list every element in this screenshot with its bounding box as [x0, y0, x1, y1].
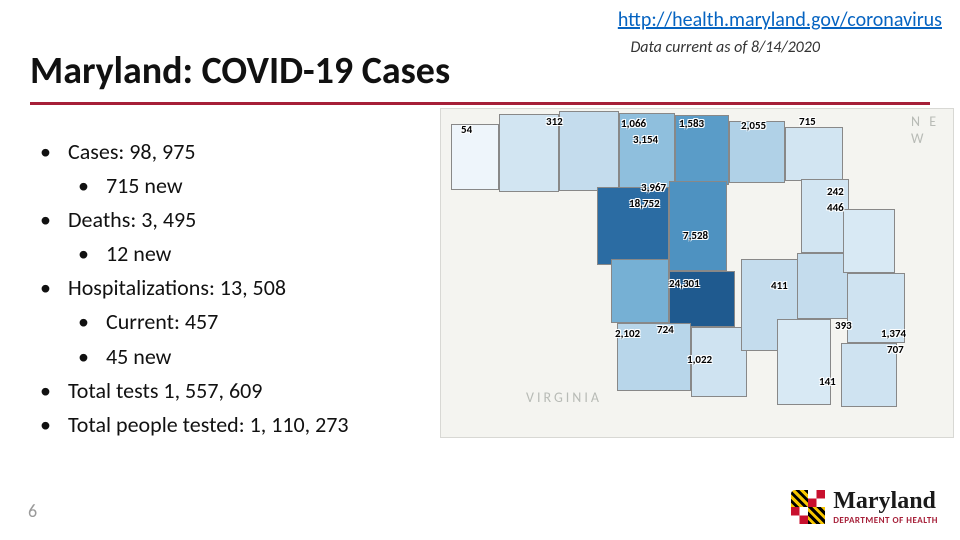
- county-value-label: 242: [827, 185, 844, 198]
- county-value-label: 446: [827, 201, 844, 214]
- stat-item: Hospitalizations: 13, 508: [40, 271, 349, 305]
- state-label: N E W: [911, 113, 953, 147]
- county-shape: [559, 111, 619, 191]
- county-value-label: 2,055: [741, 119, 766, 132]
- county-value-label: 2,102: [615, 327, 640, 340]
- county-value-label: 3,154: [633, 133, 658, 146]
- stat-subitem: 715 new: [40, 169, 349, 203]
- data-date-value: 8/14/2020: [751, 38, 820, 57]
- stat-item: Deaths: 3, 495: [40, 203, 349, 237]
- county-value-label: 54: [461, 123, 472, 136]
- stat-subitem: 12 new: [40, 237, 349, 271]
- logo-state-name: Maryland: [833, 488, 938, 515]
- county-shape: [785, 127, 843, 181]
- county-value-label: 411: [771, 279, 788, 292]
- county-value-label: 1,066: [621, 117, 646, 130]
- county-value-label: 1,374: [881, 327, 906, 340]
- page-title: Maryland: COVID-19 Cases: [30, 48, 450, 94]
- county-value-label: 707: [887, 343, 904, 356]
- title-underline: [30, 102, 930, 105]
- source-url-link[interactable]: http://health.maryland.gov/coronavirus: [618, 8, 942, 32]
- stat-item: Total tests 1, 557, 609: [40, 374, 349, 408]
- state-label: VIRGINIA: [526, 389, 602, 406]
- county-shape: [777, 319, 831, 405]
- stat-subitem: 45 new: [40, 340, 349, 374]
- county-map: VIRGINIA N E W 54 312 1,066 3,154 1,583 2,055 71…: [440, 108, 954, 438]
- county-shape: [611, 259, 669, 323]
- county-value-label: 1,583: [679, 117, 704, 130]
- county-shape: [669, 181, 727, 271]
- stats-list: Cases: 98, 975715 newDeaths: 3, 49512 ne…: [40, 135, 349, 442]
- county-shape: [451, 124, 499, 190]
- county-value-label: 141: [819, 375, 836, 388]
- slide-number: 6: [28, 500, 37, 522]
- county-value-label: 715: [799, 115, 816, 128]
- county-value-label: 3,967: [641, 181, 666, 194]
- maryland-flag-icon: [791, 490, 825, 524]
- county-value-label: 1,022: [687, 353, 712, 366]
- county-value-label: 18,752: [629, 197, 660, 210]
- county-value-label: 393: [835, 319, 852, 332]
- stat-item: Cases: 98, 975: [40, 135, 349, 169]
- stat-subitem: Current: 457: [40, 305, 349, 339]
- county-value-label: 7,528: [683, 229, 708, 242]
- county-shape: [843, 209, 895, 273]
- mdh-logo: Maryland DEPARTMENT OF HEALTH: [791, 488, 938, 526]
- county-value-label: 312: [546, 115, 563, 128]
- data-date-prefix: Data current as of: [630, 38, 750, 57]
- data-currency-note: Data current as of 8/14/2020: [630, 38, 820, 57]
- logo-dept-name: DEPARTMENT OF HEALTH: [833, 515, 938, 526]
- stat-item: Total people tested: 1, 110, 273: [40, 408, 349, 442]
- county-value-label: 24,301: [669, 277, 700, 290]
- county-value-label: 724: [657, 323, 674, 336]
